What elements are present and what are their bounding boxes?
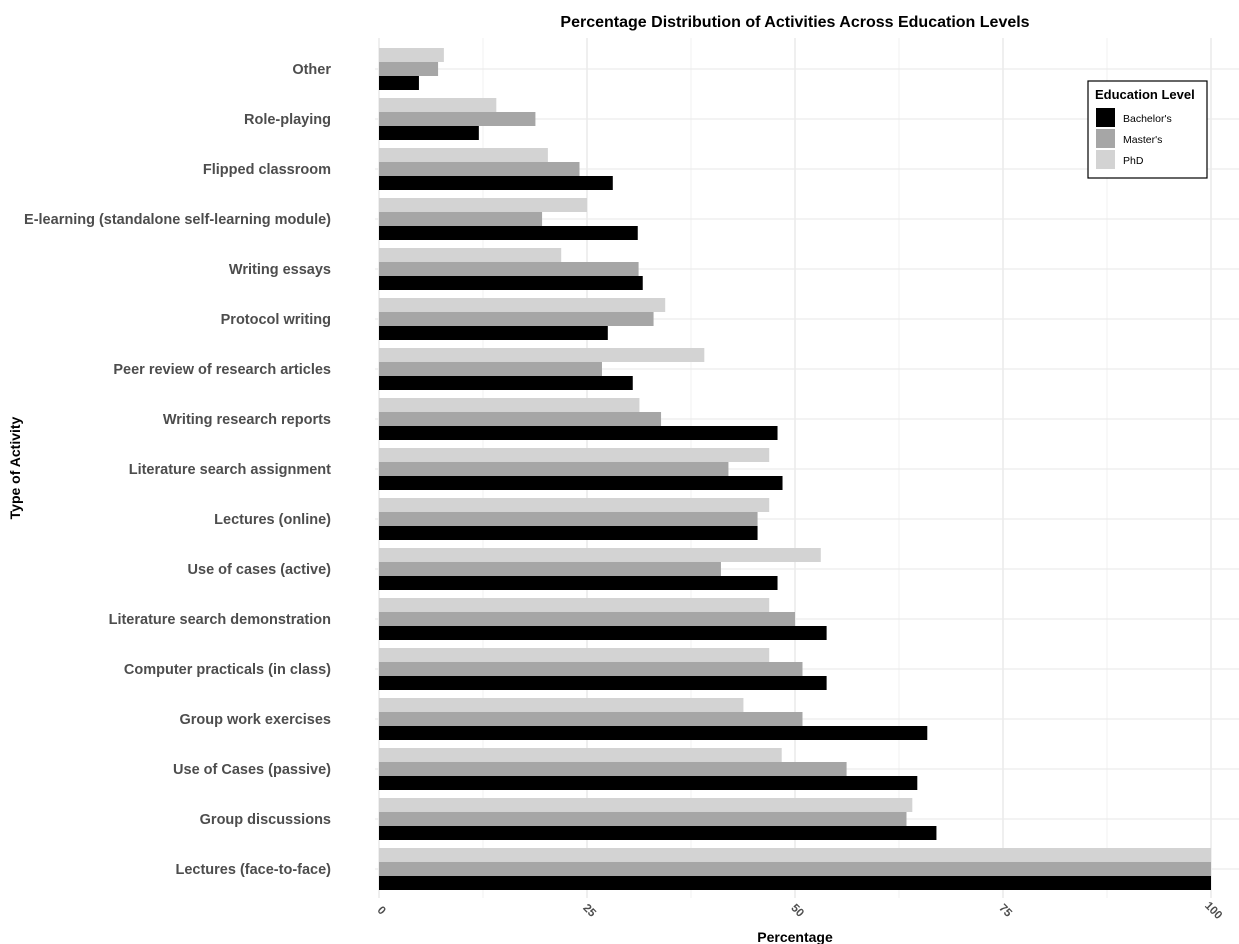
category-label: Group discussions (200, 812, 331, 828)
category-label: Peer review of research articles (113, 362, 331, 378)
bar (379, 398, 640, 412)
bar (379, 862, 1211, 876)
bar (379, 326, 608, 340)
bar (379, 248, 562, 262)
category-label: Flipped classroom (203, 162, 331, 178)
x-tick-label: 100 (1202, 900, 1224, 922)
chart-title: Percentage Distribution of Activities Ac… (560, 14, 1029, 31)
x-axis-title: Percentage (757, 929, 833, 944)
category-label: Use of cases (active) (188, 562, 332, 578)
bar (379, 798, 913, 812)
bar (379, 626, 827, 640)
x-tick-label: 75 (996, 902, 1014, 920)
legend-title: Education Level (1095, 87, 1195, 102)
bar (379, 312, 654, 326)
category-label: Computer practicals (in class) (124, 662, 331, 678)
bar (379, 662, 803, 676)
bars (379, 48, 1211, 890)
bar (379, 62, 439, 76)
x-tick-label: 50 (788, 902, 806, 920)
bar (379, 462, 729, 476)
bar (379, 226, 638, 240)
bar (379, 198, 587, 212)
legend-swatch (1096, 108, 1115, 127)
bar (379, 698, 744, 712)
bar (379, 426, 778, 440)
category-label: Lectures (online) (214, 512, 331, 528)
bar (379, 348, 705, 362)
category-label: Role-playing (244, 112, 331, 128)
x-tick-label: 0 (375, 904, 388, 917)
category-labels: Lectures (face-to-face) Group discussions… (24, 62, 331, 878)
category-label: Literature search demonstration (109, 612, 331, 628)
bar (379, 412, 662, 426)
bar (379, 812, 907, 826)
bar (379, 526, 758, 540)
legend: Education Level Bachelor's Master's PhD (1087, 80, 1208, 179)
category-label: Other (292, 62, 331, 78)
bar (379, 162, 580, 176)
bar (379, 376, 633, 390)
legend-items: Bachelor's Master's PhD (1096, 108, 1172, 169)
bar (379, 298, 666, 312)
x-tick-labels: 0 25 50 75 100 (375, 900, 1225, 922)
legend-label: Master's (1123, 134, 1162, 146)
bar (379, 76, 419, 90)
bar (379, 212, 543, 226)
bar (379, 612, 795, 626)
bar (379, 548, 821, 562)
bar (379, 448, 770, 462)
bar (379, 712, 803, 726)
bar (379, 276, 643, 290)
bar (379, 512, 758, 526)
category-label: Use of Cases (passive) (173, 762, 331, 778)
bar (379, 476, 783, 490)
bar (379, 576, 778, 590)
bar (379, 826, 937, 840)
bar (379, 126, 479, 140)
bar (379, 112, 536, 126)
bar (379, 598, 770, 612)
bar (379, 676, 827, 690)
legend-swatch (1096, 150, 1115, 169)
bar (379, 762, 847, 776)
category-label: E-learning (standalone self-learning mod… (24, 212, 331, 228)
bar (379, 262, 639, 276)
bar (379, 362, 602, 376)
category-label: Writing essays (229, 262, 331, 278)
bar (379, 148, 548, 162)
bar (379, 726, 928, 740)
x-tick-label: 25 (580, 902, 598, 920)
bar (379, 648, 770, 662)
bar (379, 98, 497, 112)
bar (379, 48, 444, 62)
bar (379, 776, 918, 790)
category-label: Group work exercises (179, 712, 331, 728)
bar (379, 876, 1211, 890)
category-label: Writing research reports (163, 412, 331, 428)
category-label: Lectures (face-to-face) (175, 862, 331, 878)
legend-swatch (1096, 129, 1115, 148)
legend-label: PhD (1123, 155, 1144, 167)
category-label: Protocol writing (221, 312, 331, 328)
bar (379, 748, 782, 762)
bar (379, 562, 721, 576)
legend-label: Bachelor's (1123, 113, 1172, 125)
bar (379, 498, 770, 512)
y-axis-title: Type of Activity (7, 416, 23, 519)
bar (379, 176, 613, 190)
bar (379, 848, 1211, 862)
category-label: Literature search assignment (129, 462, 331, 478)
